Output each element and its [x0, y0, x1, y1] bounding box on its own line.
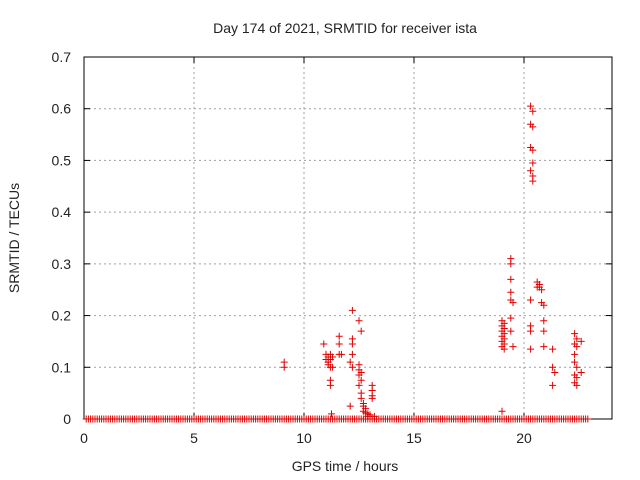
y-tick-label-4: 0.4	[52, 204, 72, 220]
data-point-337	[573, 374, 581, 382]
data-point-334	[571, 358, 579, 366]
x-tick-label-1: 5	[190, 430, 198, 446]
data-point-250	[348, 306, 356, 314]
data-point-291	[500, 345, 508, 353]
data-point-319	[538, 286, 546, 294]
y-tick-label-1: 0.1	[52, 359, 72, 375]
data-point-263	[355, 381, 363, 389]
x-axis-label: GPS time / hours	[292, 458, 399, 474]
y-axis-label: SRMTID / TECUs	[6, 183, 22, 293]
data-point-314	[527, 345, 535, 353]
data-point-241	[326, 381, 334, 389]
data-point-295	[507, 288, 515, 296]
x-tick-label-3: 15	[406, 430, 422, 446]
data-point-302	[529, 107, 537, 115]
data-point-243	[329, 353, 337, 361]
data-point-257	[357, 327, 365, 335]
data-point-261	[355, 371, 363, 379]
data-point-297	[509, 299, 517, 307]
y-tick-label-7: 0.7	[52, 49, 72, 65]
data-point-273	[364, 412, 372, 420]
data-point-298	[507, 314, 515, 322]
data-point-244	[329, 363, 337, 371]
data-point-332	[573, 343, 581, 351]
data-point-335	[573, 363, 581, 371]
data-point-340	[577, 337, 585, 345]
data-point-330	[573, 335, 581, 343]
data-point-253	[348, 350, 356, 358]
y-tick-label-0: 0	[63, 411, 71, 427]
grid-lines	[84, 57, 612, 419]
data-point-311	[527, 296, 535, 304]
data-point-304	[529, 123, 537, 131]
data-point-333	[571, 350, 579, 358]
data-point-313	[527, 327, 535, 335]
data-point-310	[529, 177, 537, 185]
x-tick-label-2: 10	[296, 430, 312, 446]
data-point-231	[320, 340, 328, 348]
data-point-249	[346, 358, 354, 366]
data-point-248	[337, 350, 345, 358]
data-point-262	[357, 376, 365, 384]
data-point-327	[551, 368, 559, 376]
data-point-322	[540, 317, 548, 325]
data-point-328	[549, 381, 557, 389]
data-point-293	[507, 260, 515, 268]
data-point-323	[540, 327, 548, 335]
data-point-245	[335, 332, 343, 340]
data-point-301	[527, 102, 535, 110]
data-point-324	[540, 343, 548, 351]
data-point-277	[368, 394, 376, 402]
data-point-255	[346, 402, 354, 410]
data-points	[82, 102, 592, 423]
data-point-308	[527, 167, 535, 175]
data-point-265	[357, 394, 365, 402]
data-point-254	[348, 363, 356, 371]
data-point-230	[280, 363, 288, 371]
data-point-256	[355, 317, 363, 325]
data-point-339	[573, 381, 581, 389]
data-point-299	[507, 327, 515, 335]
data-point-279	[498, 407, 506, 415]
data-point-300	[509, 343, 517, 351]
data-point-252	[348, 340, 356, 348]
chart-title: Day 174 of 2021, SRMTID for receiver ist…	[213, 20, 477, 36]
y-tick-label-3: 0.3	[52, 256, 72, 272]
data-point-326	[549, 363, 557, 371]
data-point-325	[549, 345, 557, 353]
y-tick-label-5: 0.5	[52, 152, 72, 168]
data-point-341	[577, 368, 585, 376]
data-point-278	[370, 412, 378, 420]
data-point-329	[571, 330, 579, 338]
data-point-246	[335, 340, 343, 348]
y-tick-label-6: 0.6	[52, 101, 72, 117]
data-point-242	[328, 410, 335, 418]
x-tick-label-0: 0	[80, 430, 88, 446]
data-point-306	[529, 146, 537, 154]
data-point-294	[507, 275, 515, 283]
x-tick-label-4: 20	[516, 430, 532, 446]
data-point-307	[529, 159, 537, 167]
data-point-321	[540, 301, 548, 309]
data-point-228	[584, 415, 592, 423]
y-tick-label-2: 0.2	[52, 308, 72, 324]
